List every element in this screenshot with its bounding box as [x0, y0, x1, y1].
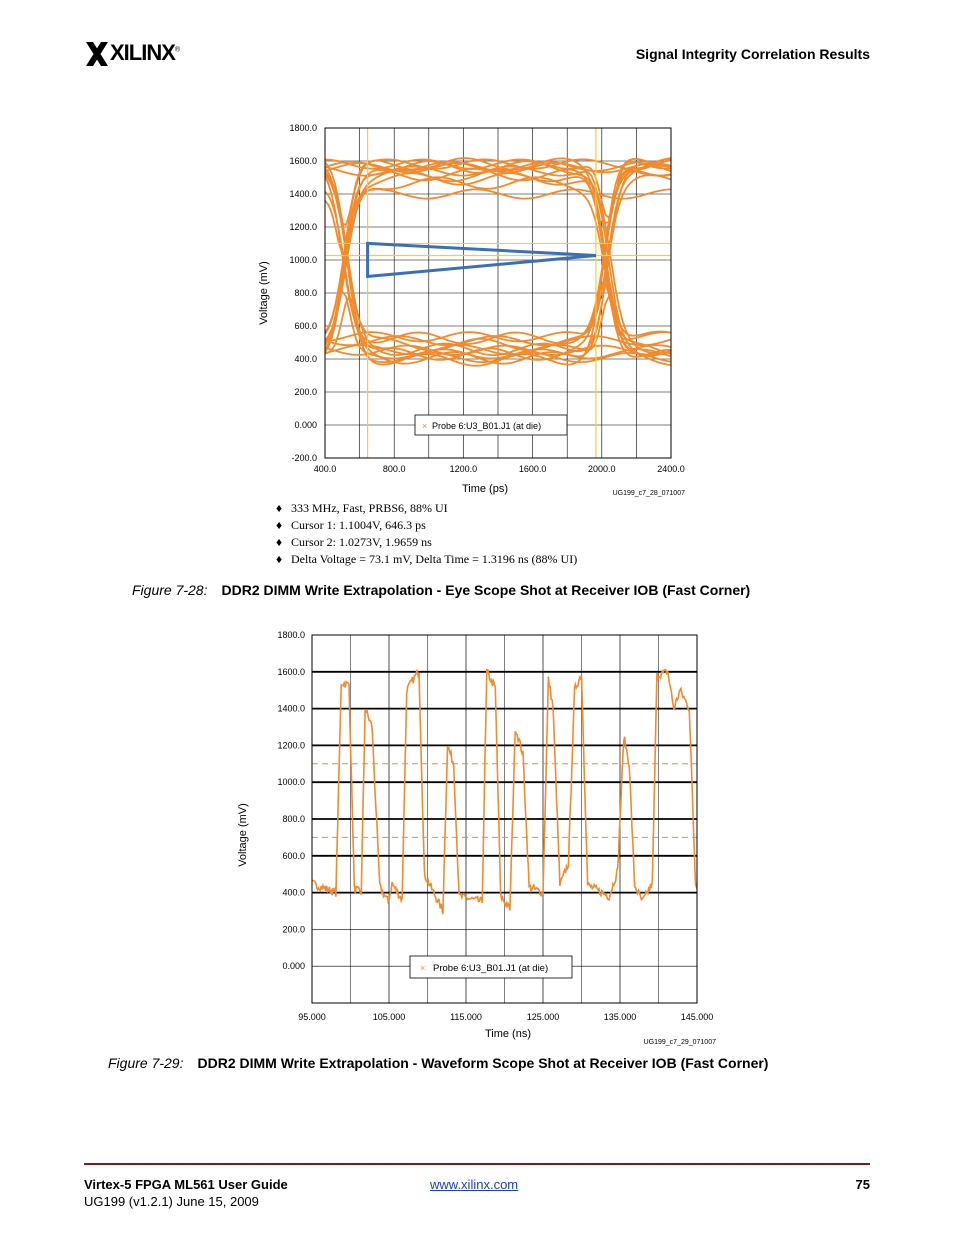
chart2-y-tick-label: 400.0 — [282, 888, 305, 898]
chart1-legend-marker-icon: × — [422, 421, 427, 431]
footer-rule — [84, 1163, 870, 1165]
chart1-x-axis-label: Time (ps) — [462, 483, 508, 495]
chart1-overlay — [325, 128, 671, 458]
chart2-legend: × Probe 6:U3_B01.J1 (at die) — [409, 955, 573, 979]
chart2-y-tick-label: 600.0 — [282, 851, 305, 861]
chart2-traces — [311, 668, 698, 915]
eye-diagram-chart: -200.0 0.000 200.0 400.0 600.0 800.0 1000.0 120… — [258, 123, 686, 497]
figure2-caption: Figure 7-29: DDR2 DIMM Write Extrapolatio… — [108, 1055, 768, 1071]
chart2-plot-frame — [311, 634, 698, 1004]
chart1-y-tick-label: 400.0 — [294, 354, 317, 364]
xilinx-logo-icon — [86, 42, 108, 66]
chart1-eye-trace — [324, 289, 672, 360]
chart1-eye-mask — [366, 241, 597, 279]
figure1-note-text: 333 MHz, Fast, PRBS6, 88% UI — [291, 501, 448, 515]
waveform-chart: 0.000 200.0 400.0 600.0 800.0 1000.0 1200.0 140… — [237, 630, 717, 1046]
chart1-x-tick-label: 400.0 — [314, 464, 337, 474]
chart1-x-tick-label: 800.0 — [383, 464, 406, 474]
chart2-x-tick-label: 115.000 — [450, 1012, 482, 1022]
chart1-eye-trace — [324, 162, 672, 174]
chart1-y-tick-label: 0.000 — [294, 420, 317, 430]
brand-name: XILINX — [110, 40, 176, 65]
chart1-x-tick-label: 1600.0 — [519, 464, 547, 474]
chart2-x-tick-label: 105.000 — [373, 1012, 406, 1022]
figure1-note-text: Cursor 2: 1.0273V, 1.9659 ns — [291, 535, 432, 549]
chart2-y-tick-label: 1200.0 — [277, 740, 305, 750]
chart2-y-tick-labels: 0.000 200.0 400.0 600.0 800.0 1000.0 1200.0 140… — [277, 630, 305, 971]
chart2-x-axis-label: Time (ns) — [485, 1028, 531, 1040]
figure1-caption-text: DDR2 DIMM Write Extrapolation - Eye Scop… — [221, 582, 751, 598]
chart1-x-tick-label: 1200.0 — [450, 464, 478, 474]
chart2-y-tick-label: 800.0 — [282, 814, 305, 824]
chart2-y-tick-label: 0.000 — [282, 961, 305, 971]
figure1-caption: Figure 7-28: DDR2 DIMM Write Extrapolatio… — [132, 582, 750, 598]
footer-website-link[interactable]: www.xilinx.com — [430, 1177, 519, 1192]
bullet-diamond-icon: ♦ — [276, 535, 283, 549]
chart1-y-tick-label: 1000.0 — [289, 255, 317, 265]
chart1-y-tick-label: 1800.0 — [289, 123, 317, 133]
brand-registered-mark: ® — [174, 46, 180, 54]
chart2-waveform-trace — [311, 668, 698, 915]
chart2-grid — [311, 634, 698, 1004]
chart1-y-tick-label: 600.0 — [294, 321, 317, 331]
chart2-x-tick-label: 135.000 — [604, 1012, 637, 1022]
chart1-figure-id: UG199_c7_28_071007 — [613, 490, 686, 497]
chart2-y-tick-label: 1600.0 — [277, 667, 305, 677]
chart1-y-tick-label: 800.0 — [294, 288, 317, 298]
chart1-legend-box — [414, 414, 568, 436]
chart1-eye-trace — [324, 158, 672, 361]
chart1-x-tick-label: 2400.0 — [657, 464, 685, 474]
figure1-note-item: ♦ 333 MHz, Fast, PRBS6, 88% UI — [276, 500, 577, 517]
chart2-x-tick-label: 125.000 — [527, 1012, 560, 1022]
chart2-y-tick-label: 200.0 — [282, 924, 305, 934]
chart2-y-tick-label: 1400.0 — [277, 704, 305, 714]
footer-doc-version: UG199 (v1.2.1) June 15, 2009 — [84, 1194, 259, 1209]
chart2-x-tick-label: 95.000 — [298, 1012, 326, 1022]
figure2-caption-text: DDR2 DIMM Write Extrapolation - Waveform… — [197, 1055, 769, 1071]
figure1-note-text: Delta Voltage = 73.1 mV, Delta Time = 1.… — [291, 552, 578, 566]
figure1-note-item: ♦ Delta Voltage = 73.1 mV, Delta Time = 1… — [276, 551, 577, 568]
chart1-x-tick-label: 2000.0 — [588, 464, 616, 474]
chart1-y-tick-label: 1600.0 — [289, 156, 317, 166]
chart1-y-tick-label: 1400.0 — [289, 189, 317, 199]
figure2-caption-number: Figure 7-29: — [108, 1055, 184, 1071]
figure1-notes: ♦ 333 MHz, Fast, PRBS6, 88% UI ♦ Cursor 1: … — [276, 500, 577, 568]
chart2-y-tick-label: 1800.0 — [277, 630, 305, 640]
figure1-note-text: Cursor 1: 1.1004V, 646.3 ps — [291, 518, 426, 532]
chart1-eye-trace — [324, 158, 672, 227]
chart1-eye-trace — [324, 157, 672, 367]
chart1-eye-trace — [324, 157, 672, 337]
figure1-caption-number: Figure 7-28: — [132, 582, 208, 598]
chart1-eye-trace — [324, 344, 672, 356]
chart2-y-tick-label: 1000.0 — [277, 777, 305, 787]
figure1-note-item: ♦ Cursor 1: 1.1004V, 646.3 ps — [276, 517, 577, 534]
chart1-eye-trace — [324, 157, 672, 352]
chart1-y-tick-label: 1200.0 — [289, 222, 317, 232]
chart1-plot-frame — [324, 127, 672, 459]
chart2-x-tick-labels: 95.000 105.000 115.000 125.000 135.000 145.00… — [298, 1012, 713, 1022]
chart1-y-tick-label: 200.0 — [294, 387, 317, 397]
footer-doc-title: Virtex-5 FPGA ML561 User Guide — [84, 1177, 288, 1192]
chart1-y-tick-labels: -200.0 0.000 200.0 400.0 600.0 800.0 1000.0 120… — [289, 123, 317, 463]
chart1-legend: × Probe 6:U3_B01.J1 (at die) — [414, 414, 568, 436]
figure1-note-item: ♦ Cursor 2: 1.0273V, 1.9659 ns — [276, 534, 577, 551]
bullet-diamond-icon: ♦ — [276, 518, 283, 532]
footer-page-number: 75 — [855, 1177, 870, 1192]
chart2-legend-entry: Probe 6:U3_B01.J1 (at die) — [433, 963, 548, 974]
chart1-x-tick-labels: 400.0 800.0 1200.0 1600.0 2000.0 2400.0 — [314, 464, 685, 474]
chart2-y-axis-label: Voltage (mV) — [237, 803, 249, 867]
chart2-figure-id: UG199_c7_29_071007 — [644, 1039, 717, 1046]
chart2-legend-marker-icon: × — [420, 963, 425, 973]
brand-wordmark: XILINX® — [110, 40, 180, 66]
chart1-eye-trace — [324, 172, 672, 355]
section-title: Signal Integrity Correlation Results — [635, 46, 870, 62]
bullet-diamond-icon: ♦ — [276, 501, 283, 515]
chart1-legend-entry: Probe 6:U3_B01.J1 (at die) — [432, 421, 541, 431]
chart2-x-tick-label: 145.000 — [681, 1012, 714, 1022]
chart1-y-axis-label: Voltage (mV) — [258, 261, 270, 325]
bullet-diamond-icon: ♦ — [276, 552, 283, 566]
chart2-legend-box — [409, 955, 573, 979]
chart1-traces — [324, 157, 672, 367]
chart1-y-tick-label: -200.0 — [291, 453, 317, 463]
